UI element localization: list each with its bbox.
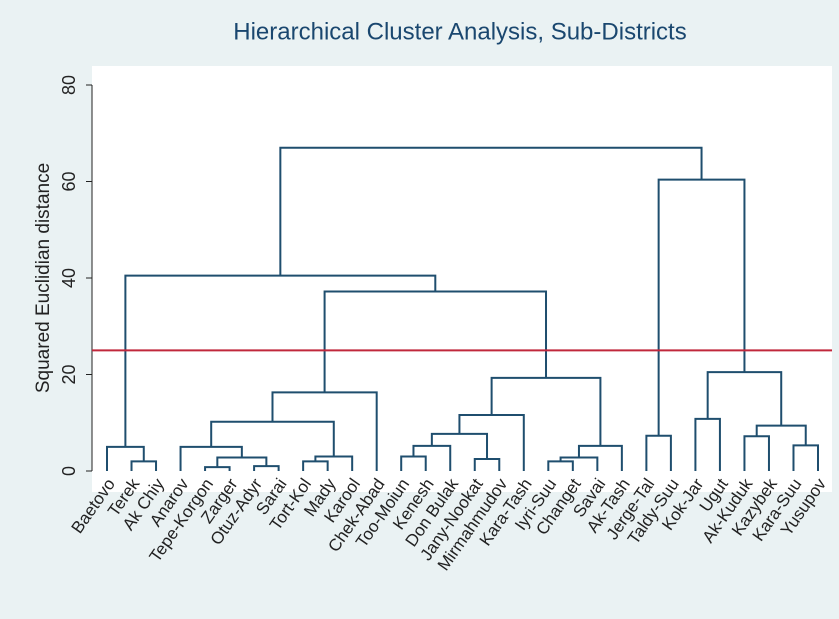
y-tick-label: 80 xyxy=(59,75,79,95)
y-tick-label: 0 xyxy=(59,466,79,476)
y-axis-label: Squared Euclidian distance xyxy=(33,163,54,393)
y-tick-label: 60 xyxy=(59,171,79,191)
cluster-link xyxy=(473,457,501,471)
cluster-link xyxy=(430,432,489,459)
cluster-link xyxy=(490,376,602,446)
cluster-link xyxy=(279,146,703,276)
cluster-link xyxy=(271,391,378,471)
chart-title: Hierarchical Cluster Analysis, Sub-Distr… xyxy=(233,18,686,45)
y-tick-label: 20 xyxy=(59,364,79,384)
y-tick-label: 40 xyxy=(59,268,79,288)
plot-area xyxy=(92,66,832,492)
